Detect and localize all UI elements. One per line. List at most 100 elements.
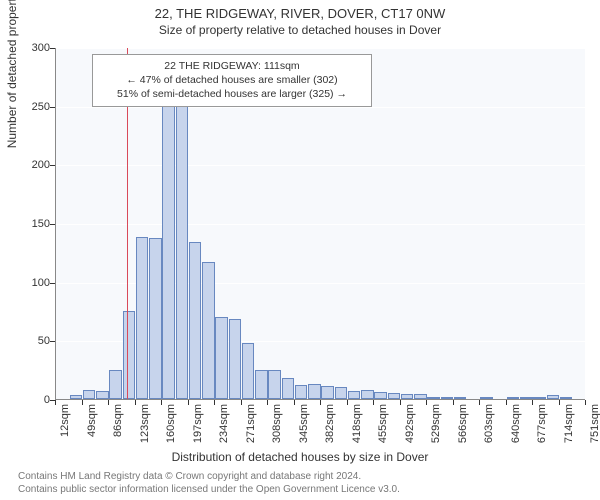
y-tick-mark: [50, 341, 55, 342]
x-tick-mark: [188, 400, 189, 405]
x-tick-label: 455sqm: [377, 404, 389, 448]
y-tick-mark: [50, 107, 55, 108]
footer: Contains HM Land Registry data © Crown c…: [18, 470, 400, 496]
y-tick-mark: [50, 224, 55, 225]
bar: [414, 394, 427, 399]
x-tick-label: 418sqm: [351, 404, 363, 448]
x-tick-label: 345sqm: [298, 404, 310, 448]
x-tick-label: 714sqm: [563, 404, 575, 448]
bar: [520, 397, 533, 399]
grid-line: [56, 224, 585, 225]
x-tick-mark: [426, 400, 427, 405]
bar: [441, 397, 454, 399]
bar: [321, 386, 334, 399]
x-tick-label: 160sqm: [165, 404, 177, 448]
bar: [374, 392, 387, 399]
x-tick-mark: [400, 400, 401, 405]
x-tick-label: 123sqm: [139, 404, 151, 448]
x-tick-mark: [135, 400, 136, 405]
bar: [215, 317, 228, 399]
bar: [255, 370, 268, 399]
x-tick-mark: [347, 400, 348, 405]
x-tick-label: 492sqm: [404, 404, 416, 448]
bar: [162, 85, 175, 399]
bar: [295, 385, 308, 399]
x-tick-mark: [294, 400, 295, 405]
bar: [427, 397, 440, 399]
footer-line2: Contains public sector information licen…: [18, 483, 400, 496]
bar: [268, 370, 281, 399]
x-tick-label: 603sqm: [483, 404, 495, 448]
grid-line: [56, 165, 585, 166]
y-tick-mark: [50, 48, 55, 49]
chart-subtitle: Size of property relative to detached ho…: [0, 21, 600, 37]
x-tick-label: 12sqm: [59, 404, 71, 448]
x-tick-label: 677sqm: [536, 404, 548, 448]
x-tick-mark: [55, 400, 56, 405]
x-tick-mark: [532, 400, 533, 405]
y-tick-mark: [50, 283, 55, 284]
y-tick-label: 50: [38, 335, 50, 347]
chart-title: 22, THE RIDGEWAY, RIVER, DOVER, CT17 0NW: [0, 0, 600, 21]
x-tick-label: 234sqm: [218, 404, 230, 448]
x-tick-mark: [320, 400, 321, 405]
bar: [229, 319, 242, 399]
bar: [361, 390, 374, 399]
bar: [454, 397, 467, 399]
annotation-line3: 51% of semi-detached houses are larger (…: [101, 87, 363, 101]
x-tick-label: 751sqm: [589, 404, 600, 448]
bar: [335, 387, 348, 399]
bar: [242, 343, 255, 399]
x-tick-mark: [82, 400, 83, 405]
y-tick-label: 100: [32, 277, 50, 289]
y-axis-label: Number of detached properties: [5, 0, 19, 148]
footer-line1: Contains HM Land Registry data © Crown c…: [18, 470, 400, 483]
chart-container: 22, THE RIDGEWAY, RIVER, DOVER, CT17 0NW…: [0, 0, 600, 500]
x-tick-label: 382sqm: [324, 404, 336, 448]
y-tick-label: 300: [32, 42, 50, 54]
y-tick-label: 250: [32, 101, 50, 113]
y-tick-label: 150: [32, 218, 50, 230]
x-tick-label: 271sqm: [245, 404, 257, 448]
bar: [202, 262, 215, 399]
x-tick-mark: [585, 400, 586, 405]
x-tick-mark: [214, 400, 215, 405]
x-tick-label: 308sqm: [271, 404, 283, 448]
x-tick-label: 640sqm: [510, 404, 522, 448]
x-axis-label: Distribution of detached houses by size …: [0, 450, 600, 464]
grid-line: [56, 48, 585, 49]
bar: [189, 242, 202, 399]
x-tick-label: 86sqm: [112, 404, 124, 448]
x-tick-mark: [267, 400, 268, 405]
bar: [507, 397, 520, 399]
x-tick-mark: [241, 400, 242, 405]
bar: [480, 397, 493, 399]
annotation-box: 22 THE RIDGEWAY: 111sqm ← 47% of detache…: [92, 54, 372, 107]
y-tick-label: 200: [32, 159, 50, 171]
bar: [348, 391, 361, 399]
bar: [547, 395, 560, 399]
bar: [533, 397, 546, 399]
bar: [149, 238, 162, 399]
x-tick-mark: [506, 400, 507, 405]
bar: [70, 395, 83, 399]
grid-line: [56, 107, 585, 108]
bar: [136, 237, 149, 399]
bar: [401, 394, 414, 399]
bar: [83, 390, 96, 399]
bar: [308, 384, 321, 399]
bar: [388, 393, 401, 399]
annotation-line2: ← 47% of detached houses are smaller (30…: [101, 73, 363, 87]
annotation-line1: 22 THE RIDGEWAY: 111sqm: [101, 59, 363, 73]
bar: [109, 370, 122, 399]
bar: [123, 311, 136, 399]
x-tick-mark: [479, 400, 480, 405]
bar: [96, 391, 109, 399]
bar: [176, 55, 189, 399]
x-tick-mark: [108, 400, 109, 405]
x-tick-mark: [161, 400, 162, 405]
x-tick-label: 197sqm: [192, 404, 204, 448]
x-tick-label: 49sqm: [86, 404, 98, 448]
bar: [282, 378, 295, 399]
y-tick-mark: [50, 165, 55, 166]
